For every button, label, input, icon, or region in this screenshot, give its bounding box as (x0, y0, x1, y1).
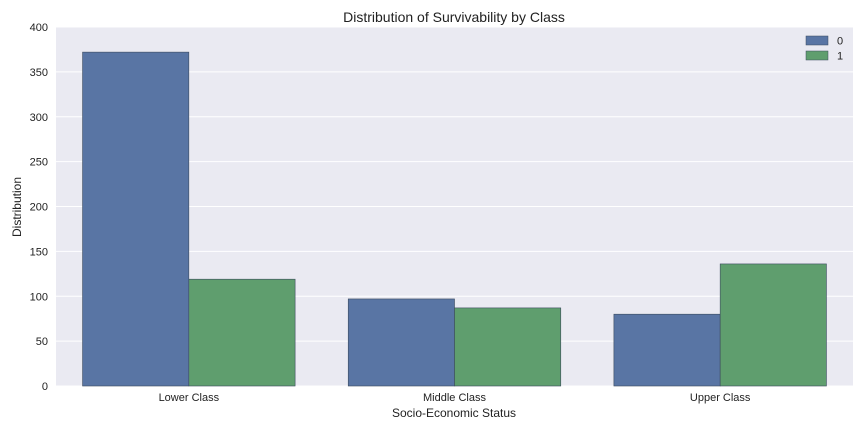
bar-middle-class-series-0 (347, 298, 455, 387)
legend-swatch (805, 35, 829, 46)
x-tick-label: Upper Class (690, 392, 751, 404)
legend: 01 (805, 35, 843, 63)
y-tick-label: 350 (30, 67, 48, 79)
x-tick-label: Lower Class (159, 392, 220, 404)
y-tick-label: 200 (30, 202, 48, 214)
y-axis-ticks: 0 50 100 150 200 250 300 350 400 (30, 22, 48, 393)
y-axis-label: Distribution (10, 177, 24, 237)
y-tick-label: 250 (30, 157, 48, 169)
bar-lower-class-series-1 (188, 278, 296, 387)
y-tick-label: 100 (30, 291, 48, 303)
x-axis-label: Socio-Economic Status (392, 406, 516, 420)
legend-label: 0 (837, 36, 843, 48)
y-tick-label: 0 (42, 381, 48, 393)
bars (82, 51, 827, 387)
y-tick-label: 300 (30, 112, 48, 124)
bar-upper-class-series-1 (719, 263, 827, 387)
bar-upper-class-series-0 (613, 313, 721, 387)
legend-swatch (805, 50, 829, 61)
x-tick-label: Middle Class (423, 392, 486, 404)
y-tick-label: 150 (30, 246, 48, 258)
chart-title: Distribution of Survivability by Class (343, 9, 565, 25)
bar-lower-class-series-0 (82, 51, 190, 387)
legend-label: 1 (837, 51, 843, 63)
bar-middle-class-series-1 (454, 307, 562, 387)
x-axis-ticks: Lower Class Middle Class Upper Class (159, 392, 751, 404)
y-tick-label: 50 (36, 336, 48, 348)
y-tick-label: 400 (30, 22, 48, 34)
